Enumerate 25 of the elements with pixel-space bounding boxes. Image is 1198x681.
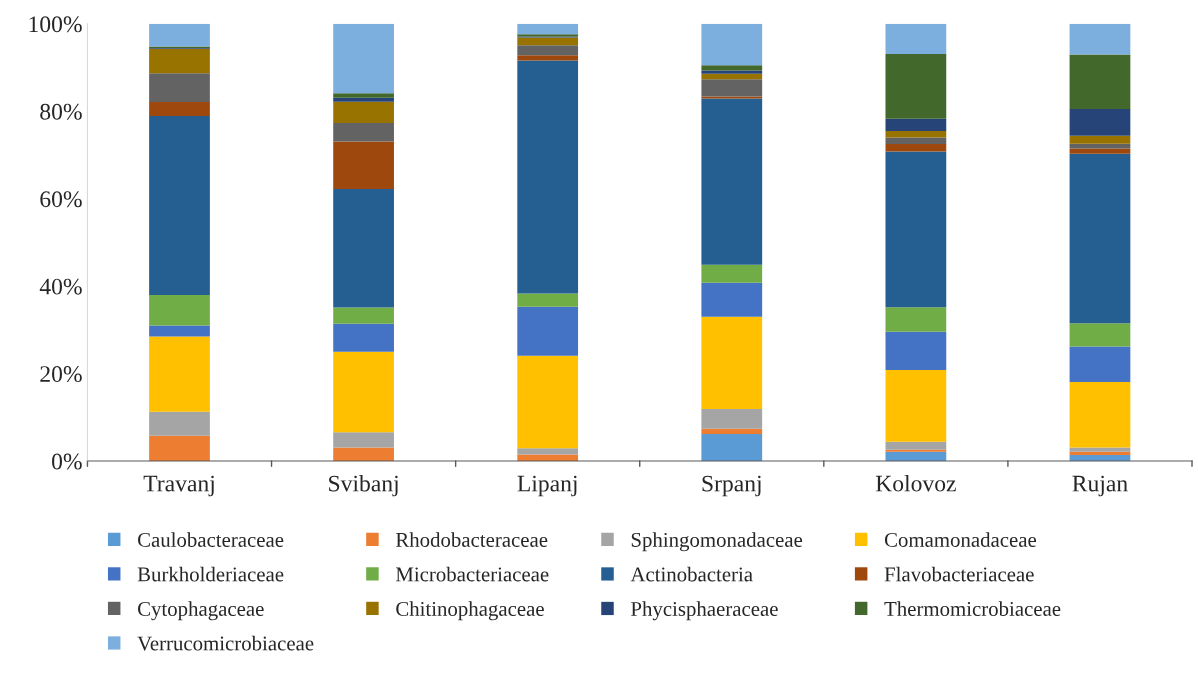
legend-label: Microbacteriaceae [395, 566, 549, 582]
x-tick-label: Srpanj [702, 475, 761, 497]
legend-label: Phycisphaeraceae [631, 601, 778, 621]
x-tick-label: Lipanj [517, 475, 577, 497]
legend-label: Comamonadaceae [884, 532, 1037, 547]
x-tick-label: Svibanj [329, 474, 398, 497]
y-tick-label: 40% [39, 278, 82, 295]
legend-label: Burkholderiaceae [137, 566, 284, 582]
legend-label: Rhodobacteraceae [395, 532, 548, 547]
legend-label: Flavobacteriaceae [884, 566, 1034, 582]
legend-label: Caulobacteraceae [137, 532, 284, 547]
legend-label: Actinobacteria [630, 566, 753, 582]
y-tick-label: 60% [40, 191, 82, 208]
x-tick-label: Rujan [1072, 475, 1128, 497]
legend-label: Thermomicrobiaceae [884, 601, 1061, 616]
legend-label: Chitinophagaceae [396, 601, 544, 621]
y-tick-label: 100% [29, 16, 82, 33]
x-tick-label: Kolovoz [875, 474, 956, 492]
y-tick-label: 80% [40, 103, 82, 120]
legend-label: Sphingomonadaceae [631, 532, 803, 552]
legend-label: Verrucomicrobiaceae [137, 635, 314, 651]
legend-label: Cytophagaceae [137, 601, 264, 621]
y-tick-label: 20% [40, 366, 82, 383]
y-tick-label: 0% [52, 453, 82, 470]
x-tick-label: Travanj [143, 475, 214, 497]
